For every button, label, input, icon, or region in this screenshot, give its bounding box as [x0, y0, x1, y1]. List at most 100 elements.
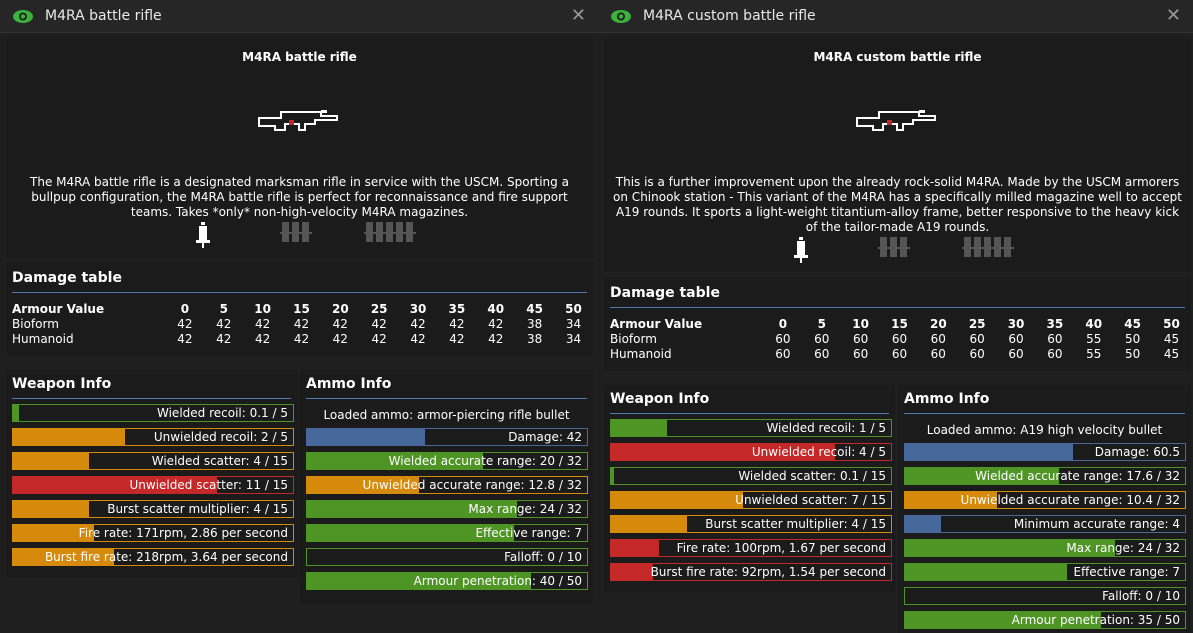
stat-bar-label: Max range: 24 / 32 — [468, 502, 582, 516]
ammo-info-title: Ammo Info — [306, 376, 392, 392]
close-icon[interactable]: ✕ — [570, 5, 586, 26]
humanoid-row: Humanoid 42 42 42 42 42 42 42 42 42 38 3… — [12, 332, 593, 347]
divider — [306, 398, 587, 399]
armour-cell: 45 — [526, 302, 543, 316]
damage-cell: 42 — [488, 332, 504, 346]
stat-bar-label: Wielded scatter: 0.1 / 15 — [738, 469, 886, 483]
armour-row: Armour Value 0 5 10 15 20 25 30 35 40 45… — [12, 302, 593, 317]
armour-cell: 35 — [1046, 317, 1064, 331]
damage-cell: 34 — [565, 317, 582, 331]
stat-bar-label: Armour penetration: 40 / 50 — [413, 574, 582, 588]
header-panel: M4RA custom battle rifle This is a furth… — [604, 38, 1191, 272]
damage-cell: 60 — [1008, 347, 1024, 361]
stat-bar: Wielded accurate range: 17.6 / 32 — [904, 467, 1186, 485]
rifle-icon — [855, 110, 936, 131]
stat-bar-fill — [307, 501, 517, 517]
syringe-icon — [196, 222, 210, 248]
armour-cell: 0 — [778, 317, 788, 331]
damage-cell: 42 — [371, 317, 387, 331]
description-line: teams. Takes *only* non-high-velocity M4… — [130, 205, 469, 219]
window-title: M4RA battle rifle — [45, 8, 162, 24]
stat-bar-fill — [905, 516, 942, 532]
stat-bar: Max range: 24 / 32 — [306, 500, 588, 518]
stat-bar-fill — [611, 444, 835, 460]
stat-bar-fill — [905, 444, 1073, 460]
stat-bar-label: Burst scatter multiplier: 4 / 15 — [705, 517, 886, 531]
stat-bar-label: Wielded recoil: 1 / 5 — [766, 421, 886, 435]
bioform-label: Bioform — [610, 332, 657, 346]
stat-bar-fill — [905, 468, 1059, 484]
damage-cell: 60 — [930, 332, 946, 346]
stat-bar: Unwielded scatter: 11 / 15 — [12, 476, 294, 494]
stat-bar-fill — [307, 453, 484, 469]
description-line: The M4RA battle rifle is a designated ma… — [30, 175, 569, 189]
divider — [610, 413, 889, 414]
damage-cell: 60 — [852, 347, 869, 361]
stat-bar-fill — [13, 405, 19, 421]
stat-bar: Burst scatter multiplier: 4 / 15 — [12, 500, 294, 518]
armour-cell: 50 — [565, 302, 582, 316]
armour-cell: 45 — [1124, 317, 1141, 331]
damage-cell: 38 — [526, 332, 543, 346]
header-panel: M4RA battle rifle The M4RA battle rifle … — [6, 38, 593, 258]
weapon-description: The M4RA battle rifle is a designated ma… — [20, 175, 579, 220]
armour-cell: 5 — [219, 302, 228, 316]
stat-bar: Wielded recoil: 1 / 5 — [610, 419, 892, 437]
damage-panel: Damage table Armour Value 0 5 10 15 20 2… — [604, 277, 1191, 371]
stat-bar-label: Max range: 24 / 32 — [1066, 541, 1180, 555]
armour-cell: 10 — [254, 302, 271, 316]
stat-bar: Unwielded recoil: 2 / 5 — [12, 428, 294, 446]
stat-bar: Wielded scatter: 0.1 / 15 — [610, 467, 892, 485]
stat-bar-fill — [13, 501, 89, 517]
stat-bar-label: Effective range: 7 — [475, 526, 582, 540]
humanoid-label: Humanoid — [610, 347, 672, 361]
damage-cell: 60 — [852, 332, 869, 346]
stat-bar: Damage: 42 — [306, 428, 588, 446]
damage-cell: 42 — [216, 317, 232, 331]
armour-cell: 35 — [448, 302, 466, 316]
damage-cell: 60 — [775, 347, 791, 361]
stat-bar-fill — [611, 468, 614, 484]
stat-bar-label: Armour penetration: 35 / 50 — [1011, 613, 1180, 627]
stat-bar: Burst scatter multiplier: 4 / 15 — [610, 515, 892, 533]
stat-bar-label: Unwielded recoil: 4 / 5 — [751, 445, 886, 459]
damage-cell: 42 — [216, 332, 232, 346]
stat-bar: Max range: 24 / 32 — [904, 539, 1186, 557]
damage-cell: 42 — [293, 317, 310, 331]
armour-cell: 25 — [968, 317, 986, 331]
stat-bar-label: Unwielded scatter: 11 / 15 — [129, 478, 288, 492]
divider — [12, 398, 291, 399]
header-title: M4RA custom battle rifle — [813, 50, 982, 64]
description-line: of the tailor-made A19 rounds. — [805, 220, 990, 234]
armour-cell: 30 — [409, 302, 427, 316]
damage-cell: 60 — [814, 332, 830, 346]
stat-bar: Armour penetration: 35 / 50 — [904, 611, 1186, 629]
humanoid-label: Humanoid — [12, 332, 74, 346]
damage-cell: 42 — [177, 317, 193, 331]
stat-bar-label: Unwielded accurate range: 10.4 / 32 — [960, 493, 1180, 507]
bioform-row: Bioform 42 42 42 42 42 42 42 42 42 38 34 — [12, 317, 593, 332]
weapon-info-panel: Weapon Info Wielded recoil: 0.1 / 5 Unwie… — [6, 370, 297, 578]
damage-cell: 45 — [1163, 332, 1180, 346]
stat-bar-label: Falloff: 0 / 10 — [1102, 589, 1180, 603]
divider — [12, 292, 587, 293]
magazine-icon — [364, 222, 416, 242]
titlebar[interactable]: M4RA custom battle rifle ✕ — [598, 0, 1193, 33]
titlebar[interactable]: M4RA battle rifle ✕ — [0, 0, 598, 33]
damage-cell: 42 — [254, 332, 271, 346]
close-icon[interactable]: ✕ — [1165, 5, 1181, 26]
stat-bar-fill — [905, 564, 1068, 580]
stat-bar: Damage: 60.5 — [904, 443, 1186, 461]
damage-cell: 50 — [1124, 347, 1141, 361]
damage-cell: 60 — [891, 347, 908, 361]
ammo-info-panel: Ammo Info Loaded ammo: armor-piercing ri… — [300, 370, 593, 604]
stat-bar-label: Unwielded accurate range: 12.8 / 32 — [362, 478, 582, 492]
stat-bar-fill — [13, 525, 95, 541]
armour-label: Armour Value — [12, 302, 105, 316]
stat-bar: Effective range: 7 — [904, 563, 1186, 581]
weapon-info-panel: Weapon Info Wielded recoil: 1 / 5 Unwield… — [604, 385, 895, 593]
stat-bar-fill — [905, 612, 1101, 628]
stat-bar-label: Burst fire rate: 218rpm, 3.64 per second — [44, 550, 288, 564]
stat-bar: Fire rate: 100rpm, 1.67 per second — [610, 539, 892, 557]
stat-bar: Wielded scatter: 4 / 15 — [12, 452, 294, 470]
